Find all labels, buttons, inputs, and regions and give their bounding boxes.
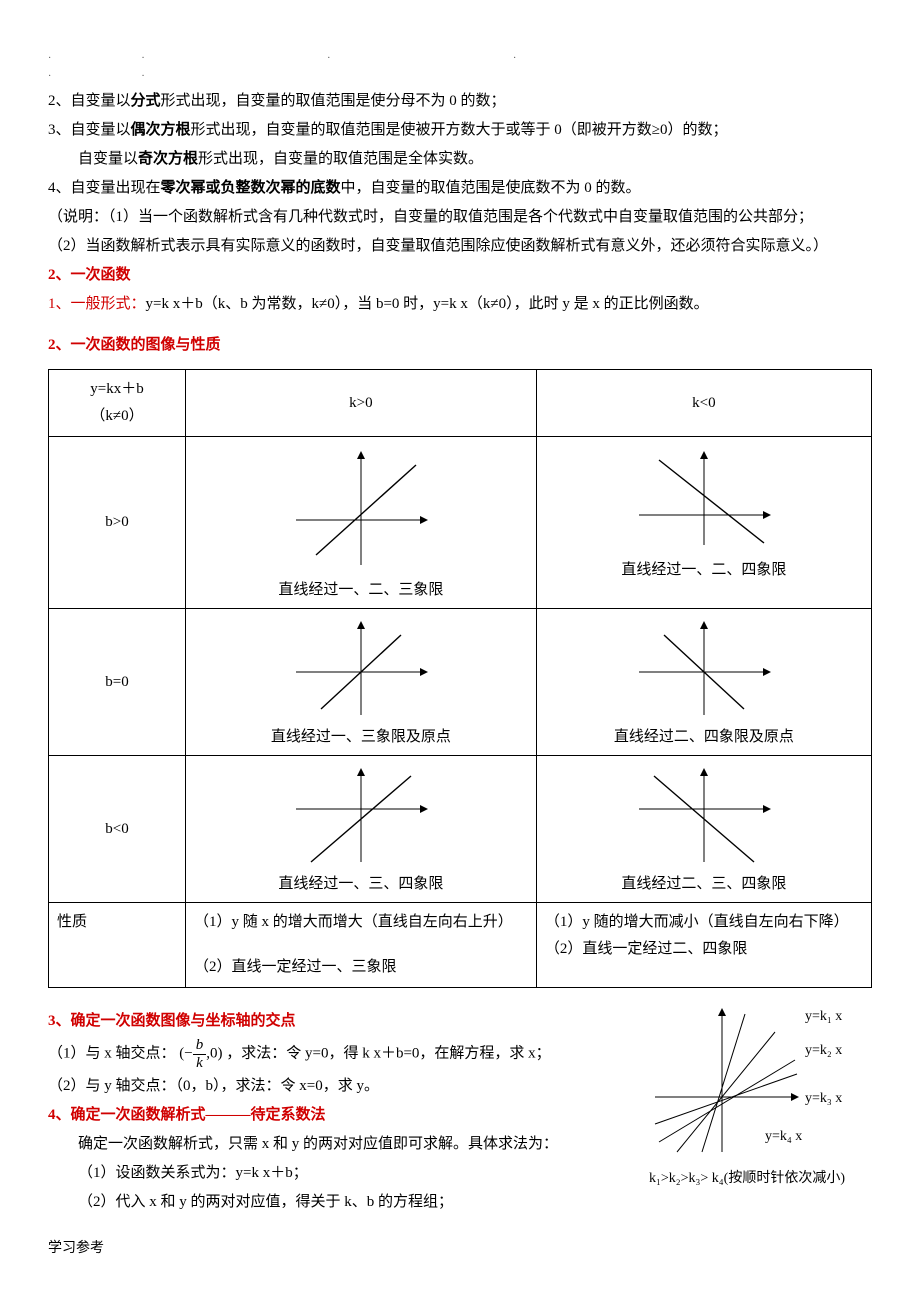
note-1: （说明：（1）当一个函数解析式含有几种代数式时，自变量的取值范围是各个代数式中自… [48,204,872,231]
graph-kpos-bneg: 直线经过一、三、四象限 [186,756,537,903]
rule-3b: 自变量以奇次方根形式出现，自变量的取值范围是全体实数。 [48,146,872,173]
heading-linear-func: 2、一次函数 [48,262,872,289]
row-b-neg: b<0 [49,756,186,903]
svg-text:y=k₂ x: y=k₂ x [805,1043,842,1058]
slope-chart-icon: y=k₁ x y=k₂ x y=k₃ x y=k₄ x [647,1002,847,1162]
svg-text:y=k₁ x: y=k₁ x [805,1009,842,1024]
row-b-pos: b>0 [49,437,186,609]
svg-text:y=k₃ x: y=k₃ x [805,1091,842,1106]
graph-kneg-bpos: 直线经过一、二、四象限 [536,437,871,609]
footer-text: 学习参考 [48,1236,872,1261]
chart-icon [629,764,779,869]
row-properties: 性质 [49,903,186,988]
rule-4: 4、自变量出现在零次幂或负整数次幂的底数中，自变量的取值范围是使底数不为 0 的… [48,175,872,202]
general-form: 1、一般形式：y=k x＋b（k、b 为常数，k≠0），当 b=0 时，y=k … [48,291,872,318]
prop-kpos: （1）y 随 x 的增大而增大（直线自左向右上升） （2）直线一定经过一、三象限 [186,903,537,988]
graph-kneg-bneg: 直线经过二、三、四象限 [536,756,871,903]
rule-2: 2、自变量以分式形式出现，自变量的取值范围是使分母不为 0 的数； [48,88,872,115]
note-2: （2）当函数解析式表示具有实际意义的函数时，自变量取值范围除应使函数解析式有意义… [48,233,872,260]
prop-kneg: （1）y 随的增大而减小（直线自左向右下降） （2）直线一定经过二、四象限 [536,903,871,988]
th-k-pos: k>0 [186,370,537,437]
th-k-neg: k<0 [536,370,871,437]
graph-kpos-bpos: 直线经过一、二、三象限 [186,437,537,609]
header-dots: ·· · · ·· [48,50,872,86]
row-b-zero: b=0 [49,609,186,756]
rule-3a: 3、自变量以偶次方根形式出现，自变量的取值范围是使被开方数大于或等于 0（即被开… [48,117,872,144]
chart-icon [629,617,779,722]
chart-icon [629,445,779,555]
properties-table: y=kx＋b （k≠0） k>0 k<0 b>0 直线经过一、二、三象限 直线经… [48,369,872,988]
chart-icon [286,445,436,575]
svg-text:y=k₄ x: y=k₄ x [765,1129,802,1144]
graph-kpos-bzero: 直线经过一、三象限及原点 [186,609,537,756]
chart-icon [286,617,436,722]
chart-icon [286,764,436,869]
slope-comparison-figure: y=k₁ x y=k₂ x y=k₃ x y=k₄ x k₁>k₂>k₃> k₄… [622,1002,872,1191]
graph-kneg-bzero: 直线经过二、四象限及原点 [536,609,871,756]
coeff-step2: （2）代入 x 和 y 的两对对应值，得关于 k、b 的方程组； [48,1189,872,1216]
th-equation: y=kx＋b （k≠0） [49,370,186,437]
heading-graph-props: 2、一次函数的图像与性质 [48,332,872,359]
slope-order-caption: k₁>k₂>k₃> k₄(按顺时针依次减小) [622,1166,872,1191]
